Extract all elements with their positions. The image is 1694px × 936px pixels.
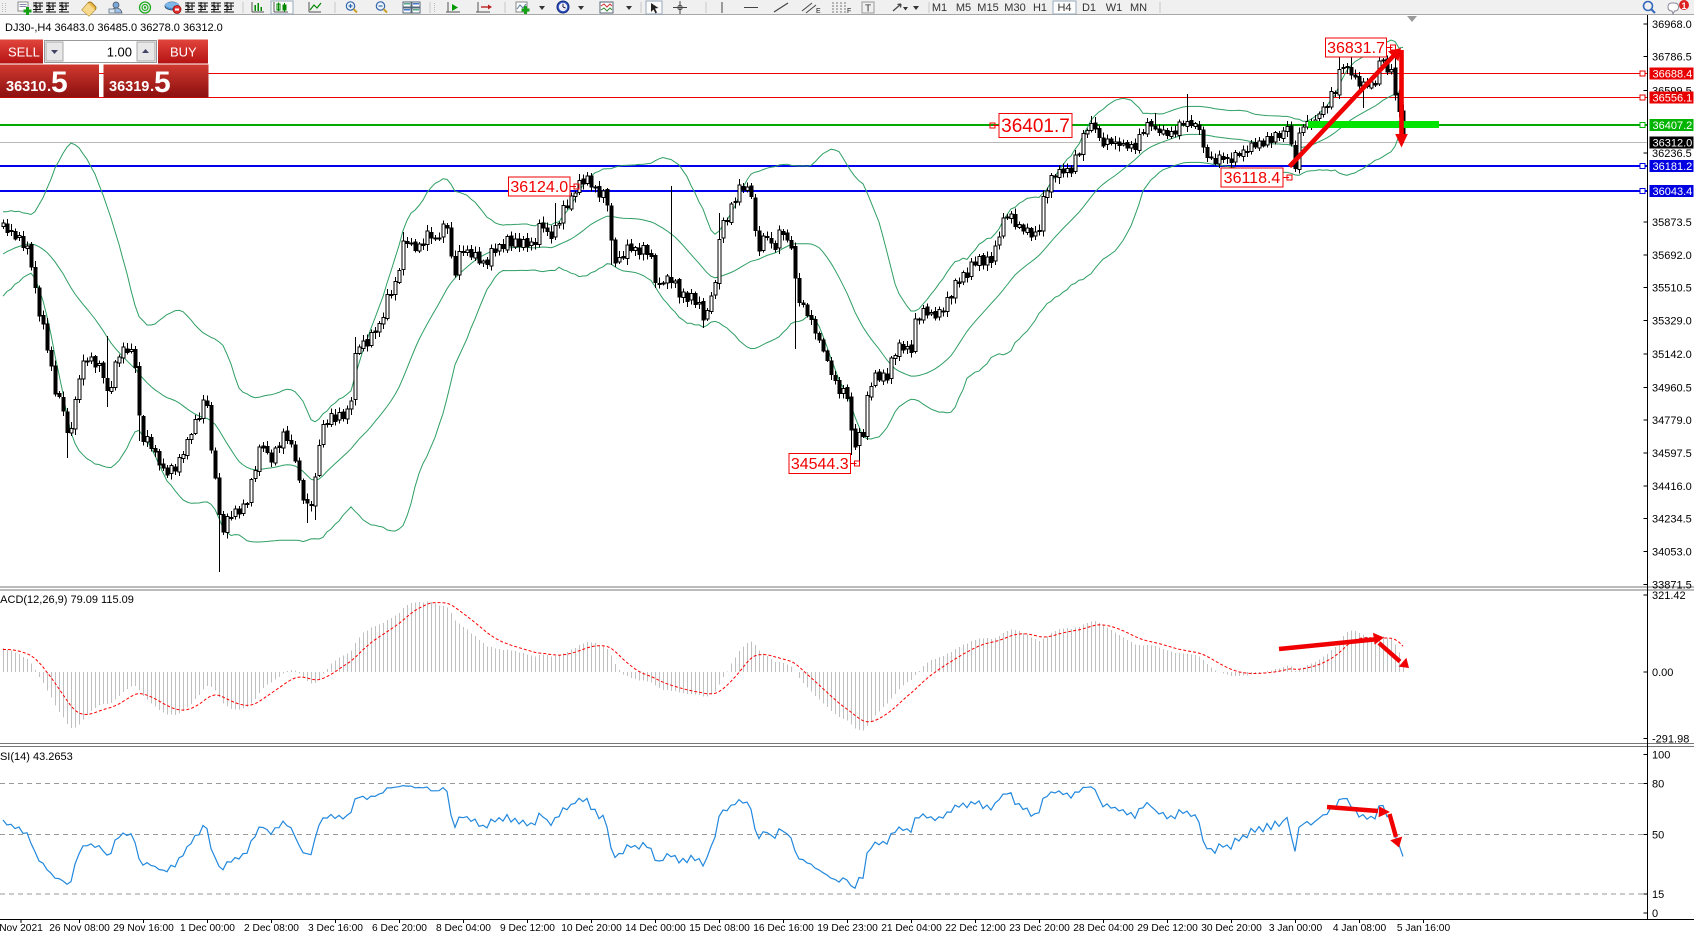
svg-text:35142.0: 35142.0 — [1652, 349, 1692, 361]
svg-text:36407.2: 36407.2 — [1653, 120, 1693, 132]
svg-text:34416.0: 34416.0 — [1652, 481, 1692, 493]
svg-text:9 Dec 12:00: 9 Dec 12:00 — [500, 923, 555, 934]
svg-text:80: 80 — [1652, 779, 1664, 791]
svg-text:34053.0: 34053.0 — [1652, 547, 1692, 559]
svg-text:T: T — [865, 4, 871, 15]
svg-text:2 Dec 08:00: 2 Dec 08:00 — [244, 923, 299, 934]
svg-text:36236.5: 36236.5 — [1652, 148, 1692, 160]
svg-text:36043.4: 36043.4 — [1653, 186, 1693, 198]
svg-text:E: E — [816, 8, 821, 15]
svg-text:36181.2: 36181.2 — [1653, 161, 1693, 173]
svg-text:23 Dec 20:00: 23 Dec 20:00 — [1009, 923, 1070, 934]
svg-text:4 Jan 08:00: 4 Jan 08:00 — [1333, 923, 1387, 934]
svg-text:10 Dec 20:00: 10 Dec 20:00 — [561, 923, 622, 934]
svg-text:321.42: 321.42 — [1652, 590, 1686, 602]
svg-text:15 Dec 08:00: 15 Dec 08:00 — [689, 923, 750, 934]
svg-text:36319: 36319 — [109, 79, 149, 95]
svg-text:22 Dec 12:00: 22 Dec 12:00 — [945, 923, 1006, 934]
svg-text:30 Dec 20:00: 30 Dec 20:00 — [1201, 923, 1262, 934]
svg-text:H4: H4 — [1057, 2, 1071, 14]
svg-text:34544.3: 34544.3 — [791, 456, 849, 473]
svg-text:36124.0: 36124.0 — [510, 179, 568, 196]
svg-text:5: 5 — [154, 66, 171, 99]
svg-text:14 Dec 00:00: 14 Dec 00:00 — [625, 923, 686, 934]
svg-text:Nov 2021: Nov 2021 — [0, 923, 43, 934]
svg-text:36786.5: 36786.5 — [1652, 52, 1692, 64]
svg-text:F: F — [847, 8, 851, 15]
svg-text:MN: MN — [1130, 2, 1147, 14]
svg-text:15: 15 — [1652, 889, 1664, 901]
svg-text:28 Dec 04:00: 28 Dec 04:00 — [1073, 923, 1134, 934]
svg-text:BUY: BUY — [170, 45, 197, 60]
svg-text:36968.0: 36968.0 — [1652, 19, 1692, 31]
svg-text:H1: H1 — [1033, 2, 1047, 14]
svg-text:0.00: 0.00 — [1652, 667, 1673, 679]
svg-text:SELL: SELL — [8, 45, 40, 60]
svg-text:19 Dec 23:00: 19 Dec 23:00 — [817, 923, 878, 934]
svg-text:5: 5 — [51, 66, 68, 99]
svg-text:M5: M5 — [956, 2, 971, 14]
svg-text:34960.5: 34960.5 — [1652, 382, 1692, 394]
svg-text:1 Dec 00:00: 1 Dec 00:00 — [180, 923, 235, 934]
svg-text:M30: M30 — [1004, 2, 1025, 14]
svg-text:33871.5: 33871.5 — [1652, 579, 1692, 591]
svg-text:29 Nov 16:00: 29 Nov 16:00 — [113, 923, 174, 934]
svg-text:M1: M1 — [932, 2, 947, 14]
svg-text:3 Jan 00:00: 3 Jan 00:00 — [1269, 923, 1323, 934]
svg-text:D1: D1 — [1082, 2, 1096, 14]
svg-text:.: . — [150, 78, 154, 95]
svg-text:3 Dec 16:00: 3 Dec 16:00 — [308, 923, 363, 934]
svg-text:36310: 36310 — [6, 79, 46, 95]
svg-text:100: 100 — [1652, 750, 1670, 762]
svg-text:1: 1 — [1681, 1, 1686, 11]
svg-text:36401.7: 36401.7 — [1001, 116, 1070, 137]
svg-text:6 Dec 20:00: 6 Dec 20:00 — [372, 923, 427, 934]
svg-text:21 Dec 04:00: 21 Dec 04:00 — [881, 923, 942, 934]
svg-text:35510.5: 35510.5 — [1652, 283, 1692, 295]
svg-text:RSI(14) 43.2653: RSI(14) 43.2653 — [0, 751, 73, 763]
svg-text:34779.0: 34779.0 — [1652, 415, 1692, 427]
svg-text:MACD(12,26,9) 79.09 115.09: MACD(12,26,9) 79.09 115.09 — [0, 594, 134, 606]
svg-text:W1: W1 — [1106, 2, 1123, 14]
svg-text:34597.5: 34597.5 — [1652, 448, 1692, 460]
svg-text:0: 0 — [1652, 908, 1658, 920]
svg-text:35329.0: 35329.0 — [1652, 316, 1692, 328]
svg-text:35692.0: 35692.0 — [1652, 250, 1692, 262]
svg-text:1.00: 1.00 — [107, 45, 132, 60]
svg-text:29 Dec 12:00: 29 Dec 12:00 — [1137, 923, 1198, 934]
svg-text:50: 50 — [1652, 830, 1664, 842]
svg-text:.: . — [47, 78, 51, 95]
svg-text:M15: M15 — [977, 2, 998, 14]
svg-text:36118.4: 36118.4 — [1224, 170, 1281, 187]
svg-text:5 Jan 16:00: 5 Jan 16:00 — [1397, 923, 1451, 934]
svg-text:36312.0: 36312.0 — [1653, 138, 1693, 150]
svg-text:36831.7: 36831.7 — [1327, 40, 1385, 57]
svg-text:-291.98: -291.98 — [1652, 734, 1689, 746]
svg-text:16 Dec 16:00: 16 Dec 16:00 — [753, 923, 814, 934]
svg-text:36688.4: 36688.4 — [1653, 69, 1693, 81]
svg-text:35873.5: 35873.5 — [1652, 217, 1692, 229]
svg-text:DJ30-,H4 36483.0 36485.0 3627: DJ30-,H4 36483.0 36485.0 36278.0 36312.0 — [5, 22, 223, 34]
svg-text:36556.1: 36556.1 — [1653, 93, 1693, 105]
svg-text:8 Dec 04:00: 8 Dec 04:00 — [436, 923, 491, 934]
svg-text:26 Nov 08:00: 26 Nov 08:00 — [49, 923, 110, 934]
svg-text:34234.5: 34234.5 — [1652, 514, 1692, 526]
